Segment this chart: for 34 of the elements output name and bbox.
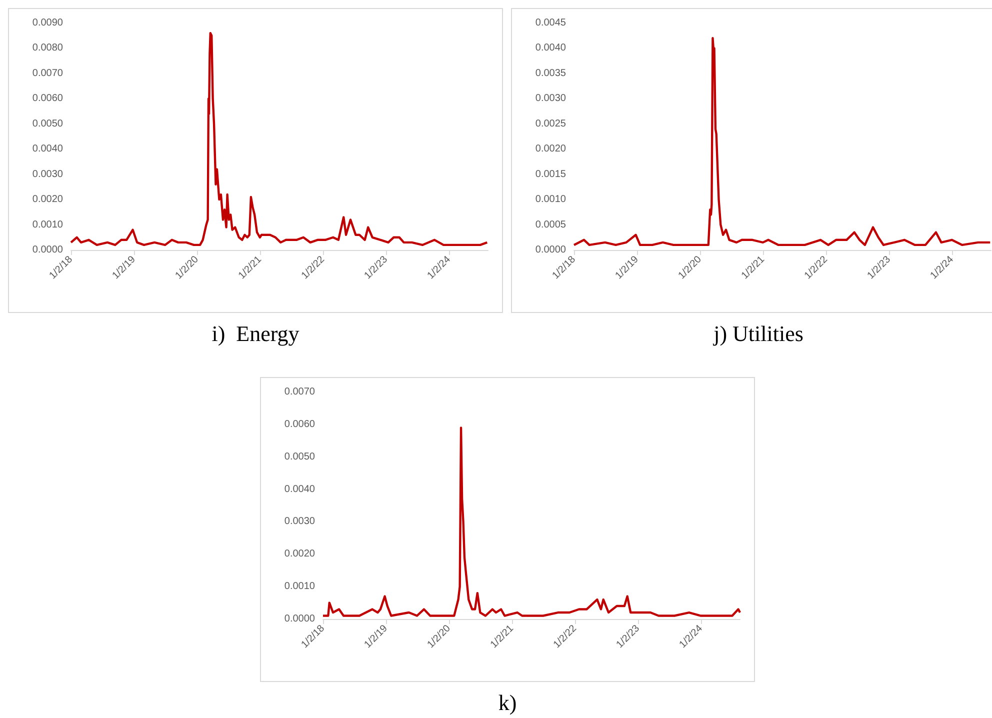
y-tick-label: 0.0010 bbox=[284, 581, 316, 592]
y-tick-label: 0.0000 bbox=[284, 614, 316, 624]
text: j) Utilities bbox=[712, 321, 804, 347]
y-tick-label: 0.0070 bbox=[32, 68, 64, 79]
text: i) Energy bbox=[210, 321, 300, 347]
y-tick-label: 0.0040 bbox=[284, 484, 316, 495]
y-tick-label: 0.0035 bbox=[535, 68, 566, 79]
y-tick-label: 0.0030 bbox=[284, 516, 316, 528]
y-tick-label: 0.0010 bbox=[32, 219, 64, 230]
y-tick-label: 0.0020 bbox=[32, 194, 64, 206]
y-tick-label: 0.0050 bbox=[32, 118, 64, 130]
y-tick-label: 0.0025 bbox=[535, 118, 566, 130]
line-series bbox=[70, 32, 488, 246]
y-tick-label: 0.0090 bbox=[32, 18, 64, 28]
y-tick-label: 0.0080 bbox=[32, 42, 64, 54]
y-tick-label: 0.0000 bbox=[32, 244, 64, 256]
y-tick-label: 0.0030 bbox=[535, 93, 566, 104]
y-tick-label: 0.0060 bbox=[32, 93, 64, 104]
y-tick-label: 0.0040 bbox=[32, 144, 64, 155]
y-tick-label: 0.0015 bbox=[535, 168, 566, 180]
y-tick-label: 0.0020 bbox=[535, 144, 566, 155]
y-tick-label: 0.0060 bbox=[284, 418, 316, 430]
y-tick-label: 0.0040 bbox=[535, 42, 566, 54]
y-tick-label: 0.0070 bbox=[284, 386, 316, 398]
y-tick-label: 0.0030 bbox=[32, 168, 64, 180]
y-tick-label: 0.0045 bbox=[535, 18, 566, 28]
line-series bbox=[322, 426, 742, 617]
y-tick-label: 0.0010 bbox=[535, 194, 566, 206]
line-series bbox=[572, 37, 992, 246]
y-tick-label: 0.0050 bbox=[284, 451, 316, 462]
text: k) bbox=[497, 690, 518, 716]
y-tick-label: 0.0005 bbox=[535, 219, 566, 230]
y-tick-label: 0.0000 bbox=[535, 244, 566, 256]
y-tick-label: 0.0020 bbox=[284, 548, 316, 560]
